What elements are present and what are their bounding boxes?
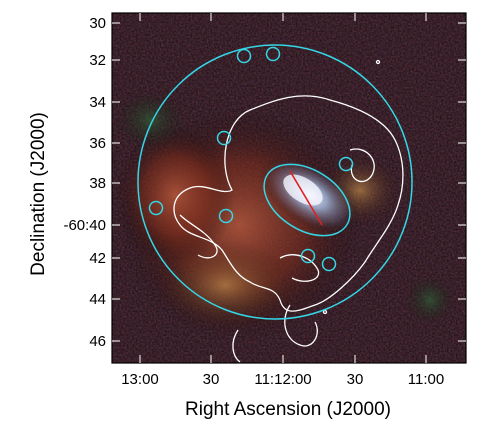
contour-overlay (173, 59, 404, 363)
y-tick-label: 44 (89, 291, 106, 308)
source-circle (265, 46, 281, 62)
y-tick-label: 34 (89, 94, 106, 111)
source-circle (236, 48, 252, 64)
x-tick-labels: 13:00 30 11:12:00 30 11:00 (121, 371, 444, 388)
x-tick-label: 13:00 (121, 371, 159, 388)
sky-image (112, 13, 466, 363)
source-circle (321, 256, 337, 272)
y-tick-label: 36 (89, 135, 106, 152)
source-circle (218, 208, 234, 224)
x-tick-label: 11:00 (408, 371, 444, 388)
x-tick-label: 11:12:00 (254, 371, 311, 388)
y-tick-labels: 30 32 34 36 38 -60:40 42 44 46 (63, 15, 106, 350)
source-circle (338, 156, 354, 172)
y-axis-label: Declination (J2000) (28, 112, 49, 276)
y-tick-label: 30 (89, 15, 106, 32)
y-tick-label: 38 (89, 175, 106, 192)
x-tick-label: 30 (347, 371, 364, 388)
source-circle (148, 200, 164, 216)
plot-frame (111, 12, 467, 364)
region-overlay (137, 44, 413, 320)
major-axis-line (289, 170, 323, 226)
y-tick-label: -60:40 (63, 217, 106, 234)
y-tick-label: 32 (89, 52, 106, 69)
x-axis-label: Right Ascension (J2000) (185, 399, 391, 420)
axis-ticks (112, 13, 466, 363)
x-tick-label: 30 (203, 371, 220, 388)
y-tick-label: 42 (89, 250, 106, 267)
core-region-ellipse (263, 163, 351, 237)
outer-region-circle (137, 44, 413, 320)
y-tick-label: 46 (89, 333, 106, 350)
source-circle (216, 130, 232, 146)
source-circle (300, 248, 316, 264)
